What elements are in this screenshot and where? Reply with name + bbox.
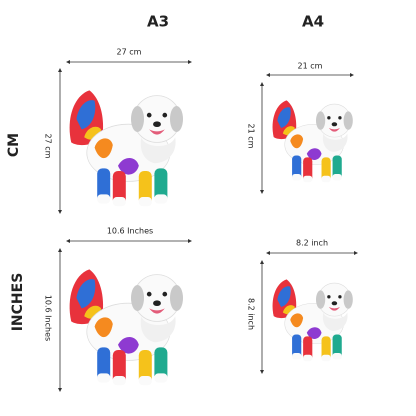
- row-label: CM: [6, 133, 22, 157]
- width-label: 27 cm: [117, 48, 142, 57]
- row-label: INCHES: [10, 273, 26, 332]
- dog-image: [68, 268, 184, 386]
- column-header: A3: [147, 13, 169, 31]
- dog-image: [271, 278, 354, 362]
- dog-image: [68, 89, 184, 207]
- height-label: 21 cm: [247, 124, 256, 149]
- dog-image: [271, 99, 354, 183]
- width-label: 8.2 inch: [296, 239, 328, 248]
- height-label: 10.6 Inches: [44, 295, 53, 341]
- width-label: 10.6 Inches: [107, 227, 153, 236]
- column-header: A4: [302, 13, 324, 31]
- width-label: 21 cm: [298, 62, 323, 71]
- height-label: 27 cm: [44, 134, 53, 159]
- height-label: 8.2 inch: [247, 298, 256, 330]
